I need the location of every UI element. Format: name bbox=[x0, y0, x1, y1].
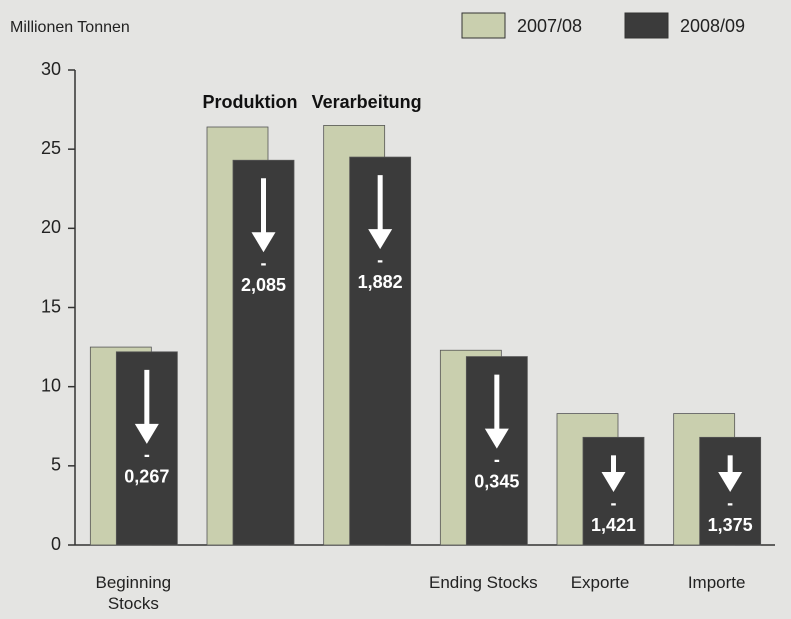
change-sign: - bbox=[727, 493, 733, 513]
y-tick-label: 20 bbox=[41, 217, 61, 237]
y-tick-label: 30 bbox=[41, 59, 61, 79]
change-sign: - bbox=[261, 253, 267, 273]
y-axis-label: Millionen Tonnen bbox=[10, 19, 130, 36]
y-tick-label: 25 bbox=[41, 138, 61, 158]
change-label: 1,421 bbox=[591, 515, 636, 535]
legend-label: 2007/08 bbox=[517, 16, 582, 36]
legend-label: 2008/09 bbox=[680, 16, 745, 36]
change-sign: - bbox=[494, 449, 500, 469]
change-sign: - bbox=[611, 493, 617, 513]
bar-title: Verarbeitung bbox=[297, 92, 437, 113]
x-tick-label: Ending Stocks bbox=[428, 572, 538, 593]
change-label: 1,375 bbox=[708, 515, 753, 535]
x-tick-label: Exporte bbox=[545, 572, 655, 593]
y-tick-label: 10 bbox=[41, 375, 61, 395]
page: Millionen Tonnen 0 5 10 15 20 25 30 2007/08 2008… bbox=[0, 0, 791, 619]
y-tick-label: 15 bbox=[41, 296, 61, 316]
legend-swatch bbox=[462, 13, 505, 38]
y-tick-label: 0 bbox=[51, 534, 61, 554]
change-label: 0,345 bbox=[474, 471, 519, 491]
x-tick-label: Beginning Stocks bbox=[78, 572, 188, 614]
legend-swatch bbox=[625, 13, 668, 38]
change-label: 1,882 bbox=[358, 272, 403, 292]
change-sign: - bbox=[377, 250, 383, 270]
y-tick-label: 5 bbox=[51, 455, 61, 475]
x-tick-label: Importe bbox=[662, 572, 772, 593]
change-label: 0,267 bbox=[124, 467, 169, 487]
change-sign: - bbox=[144, 445, 150, 465]
change-label: 2,085 bbox=[241, 275, 286, 295]
